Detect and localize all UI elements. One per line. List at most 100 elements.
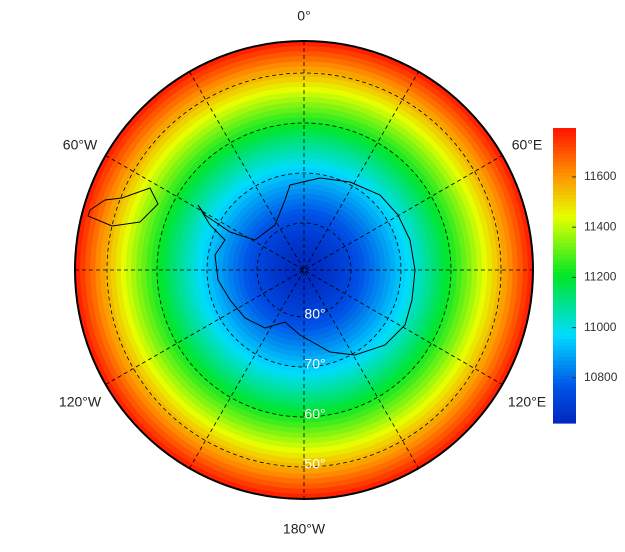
colorbar-tick-label: 11000	[584, 320, 617, 334]
colorbar-step	[553, 389, 576, 395]
colorbar-step	[553, 220, 576, 225]
colorbar-step	[553, 290, 576, 295]
antarctica-coast	[197, 177, 416, 356]
map-border	[74, 40, 534, 500]
latitude-line	[156, 122, 452, 418]
colorbar-step	[553, 279, 576, 284]
colorbar-step	[553, 356, 576, 361]
colorbar-step	[553, 419, 576, 424]
colorbar-step	[553, 316, 576, 321]
colorbar-step	[553, 345, 576, 350]
labels: 0° 60°E 120°E 180°W 120°W 60°W 80° 70° 60° 50°	[59, 8, 546, 537]
colorbar-step	[553, 153, 576, 159]
latitude-label: 80°	[304, 306, 325, 322]
colorbar-step	[553, 271, 576, 277]
colorbar-step	[553, 375, 576, 380]
colorbar-step	[553, 260, 576, 266]
colorbar-step	[553, 146, 576, 151]
colorbar-step	[553, 131, 576, 136]
south-america-coast	[87, 187, 159, 227]
colorbar-step	[553, 257, 576, 262]
latitude-label: 50°	[304, 456, 325, 472]
colorbar-step	[553, 397, 576, 402]
colorbar-step	[553, 223, 576, 229]
colorbar-step	[553, 212, 576, 218]
graticule	[75, 41, 533, 499]
colorbar-step	[553, 334, 576, 339]
longitude-label: 60°W	[63, 137, 98, 153]
colorbar-step	[553, 382, 576, 387]
colorbar-step	[553, 142, 576, 148]
coastlines	[87, 177, 416, 356]
colorbar-step	[553, 411, 576, 417]
colorbar-step	[553, 338, 576, 343]
contour-band	[298, 264, 310, 276]
longitude-label: 120°W	[59, 394, 102, 410]
colorbar-step	[553, 268, 576, 273]
colorbar-step	[553, 246, 576, 251]
colorbar-step	[553, 393, 576, 398]
colorbar-step	[553, 209, 576, 214]
colorbar-step	[553, 135, 576, 140]
colorbar-step	[553, 190, 576, 195]
colorbar-step	[553, 415, 576, 420]
colorbar-step	[553, 183, 576, 188]
colorbar-step	[553, 139, 576, 144]
colorbar-step	[553, 364, 576, 369]
longitude-label: 120°E	[508, 394, 546, 410]
colorbar-tick-label: 11600	[584, 169, 617, 183]
colorbar-step	[553, 327, 576, 332]
colorbar-tick-label: 11200	[584, 270, 617, 284]
colorbar-tick-label: 11400	[584, 219, 617, 233]
colorbar-step	[553, 150, 576, 155]
meridian-line	[105, 155, 503, 385]
longitude-label: 60°E	[512, 137, 543, 153]
meridian-line	[105, 155, 503, 385]
colorbar-step	[553, 297, 576, 302]
colorbar-step	[553, 286, 576, 291]
colorbar-step	[553, 408, 576, 413]
longitude-label: 0°	[297, 8, 310, 24]
colorbar-step	[553, 198, 576, 203]
colorbar-step	[553, 201, 576, 207]
colorbar-step	[553, 187, 576, 192]
colorbar-step	[553, 349, 576, 354]
latitude-label: 60°	[304, 406, 325, 422]
colorbar-step	[553, 168, 576, 173]
colorbar-step	[553, 378, 576, 384]
colorbar-step	[553, 253, 576, 258]
colorbar-step	[553, 400, 576, 406]
colorbar-step	[553, 330, 576, 336]
colorbar-step	[553, 231, 576, 236]
colorbar-step	[553, 386, 576, 391]
contour-fill	[75, 41, 533, 499]
meridian-line	[189, 71, 419, 469]
colorbar-step	[553, 161, 576, 166]
colorbar-step	[553, 264, 576, 269]
colorbar-step	[553, 323, 576, 328]
colorbar-step	[553, 301, 576, 306]
colorbar-step	[553, 205, 576, 210]
colorbar-step	[553, 194, 576, 199]
colorbar-step	[553, 179, 576, 184]
longitude-label: 180°W	[283, 521, 326, 537]
colorbar-step	[553, 305, 576, 310]
colorbar-step	[553, 157, 576, 162]
colorbar-step	[553, 312, 576, 317]
colorbar-step	[553, 164, 576, 170]
meridian-line	[189, 71, 419, 469]
colorbar-step	[553, 238, 576, 243]
colorbar-step	[553, 282, 576, 288]
colorbar-step	[553, 404, 576, 409]
colorbar-step	[553, 175, 576, 181]
colorbar-step	[553, 367, 576, 372]
colorbar-step	[553, 227, 576, 232]
colorbar-step	[553, 293, 576, 299]
colorbar-step	[553, 234, 576, 240]
colorbar-step	[553, 308, 576, 313]
colorbar-step	[553, 352, 576, 358]
colorbar: 10800 11000 11200 11400 11600	[553, 128, 618, 424]
colorbar-step	[553, 249, 576, 254]
colorbar-step	[553, 128, 576, 133]
